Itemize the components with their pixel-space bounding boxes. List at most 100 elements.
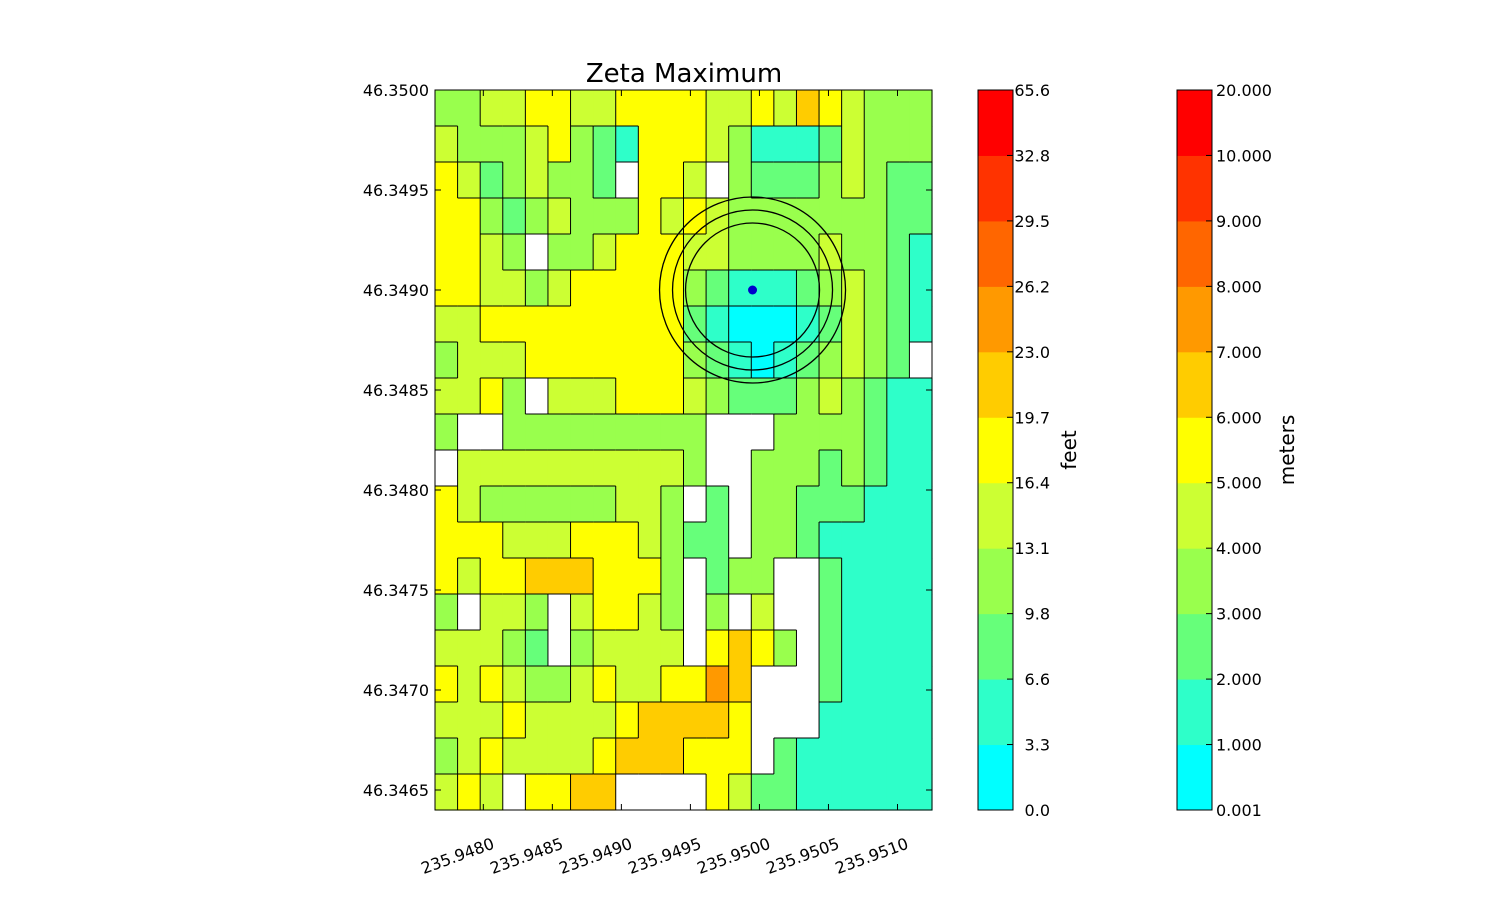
contour-cell: [728, 306, 752, 343]
contour-cell: [435, 558, 459, 595]
contour-cell: [547, 198, 572, 235]
colorbar-tick-label: 3.3: [1025, 736, 1050, 755]
contour-cell: [525, 306, 549, 343]
contour-cell: [638, 126, 662, 163]
contour-cell: [457, 774, 481, 811]
contour-cell: [773, 630, 798, 667]
contour-cell: [480, 594, 504, 631]
contour-cell: [435, 198, 459, 235]
contour-cell: [796, 522, 820, 559]
contour-ring: [671, 209, 834, 371]
contour-cell: [525, 702, 549, 739]
contour-cell: [570, 378, 594, 415]
contour-cell: [751, 306, 775, 343]
contour-cell: [547, 666, 572, 703]
contour-cell: [751, 630, 775, 667]
contour-cell: [435, 126, 459, 163]
contour-cell: [683, 414, 707, 451]
contour-cell: [593, 234, 617, 271]
contour-cell: [570, 198, 594, 235]
contour-cell: [502, 234, 526, 271]
contour-cell: [660, 738, 685, 775]
contour-cell: [841, 162, 865, 199]
contour-cell: [435, 234, 459, 271]
contour-cell: [547, 414, 572, 451]
contour-cell: [638, 342, 662, 379]
contour-cell: [525, 234, 549, 271]
contour-cell: [751, 162, 775, 199]
contour-cell: [841, 738, 865, 775]
contour-cell: [819, 306, 843, 343]
contour-cell: [909, 342, 933, 379]
contour-cell: [683, 270, 707, 307]
contour-cell: [909, 414, 933, 451]
contour-cell: [480, 306, 504, 343]
contour-cell: [683, 342, 707, 379]
contour-cell: [728, 522, 752, 559]
contour-cell: [570, 630, 594, 667]
contour-cell: [525, 450, 549, 487]
contour-cell: [683, 666, 707, 703]
contour-cell: [502, 450, 526, 487]
colorbar-swatch: [978, 220, 1013, 287]
contour-cell: [796, 342, 820, 379]
contour-cell: [547, 342, 572, 379]
colorbar-tick-label: 9.000: [1216, 212, 1262, 231]
contour-cell: [502, 90, 526, 127]
colorbar-tick-label: 1.000: [1216, 736, 1262, 755]
contour-cell: [683, 90, 707, 127]
y-tick-label: 46.3475: [363, 581, 429, 600]
contour-cell: [864, 126, 888, 163]
contour-cell: [525, 666, 549, 703]
contour-cell: [570, 486, 594, 523]
contour-cell: [728, 594, 752, 631]
colorbar-swatch: [1177, 679, 1212, 746]
contour-cell: [615, 342, 639, 379]
contour-cell: [886, 162, 911, 199]
contour-cell: [547, 630, 572, 667]
contour-cell: [615, 198, 639, 235]
contour-cell: [728, 450, 752, 487]
contour-cell: [435, 486, 459, 523]
contour-cell: [728, 126, 752, 163]
contour-cell: [502, 126, 526, 163]
contour-cell: [660, 162, 685, 199]
colorbar-frame: [977, 89, 1014, 811]
contour-cell: [909, 594, 933, 631]
colorbar-tick-label: 5.000: [1216, 474, 1262, 493]
contour-cell: [706, 702, 730, 739]
colorbar-swatch: [978, 613, 1013, 680]
contour-cell: [547, 702, 572, 739]
colorbar-swatch: [1177, 220, 1212, 287]
contour-cell: [909, 630, 933, 667]
contour-cell: [547, 162, 572, 199]
contour-cell: [751, 558, 775, 595]
colorbar-swatch: [978, 90, 1013, 156]
contour-cell: [638, 702, 662, 739]
contour-cell: [864, 234, 888, 271]
x-tick-label: 235.9485: [487, 834, 565, 878]
contour-cell: [886, 270, 911, 307]
contour-cell: [841, 414, 865, 451]
contour-cell: [796, 162, 820, 199]
contour-cell: [683, 594, 707, 631]
contour-cell: [457, 306, 481, 343]
y-tick-label: 46.3465: [363, 781, 429, 800]
contour-cell: [728, 630, 752, 667]
contour-cell: [773, 558, 798, 595]
contour-cell: [886, 90, 911, 127]
contour-cell: [638, 738, 662, 775]
colorbar-tick-label: 0.001: [1216, 801, 1262, 820]
chart-title: Zeta Maximum: [586, 59, 782, 89]
contour-cell: [773, 702, 798, 739]
contour-cell: [728, 342, 752, 379]
contour-cell: [909, 306, 933, 343]
contour-cell: [886, 594, 911, 631]
contour-cell: [796, 378, 820, 415]
contour-cell: [706, 630, 730, 667]
contour-cell: [728, 414, 752, 451]
y-tick-label: 46.3490: [363, 281, 429, 300]
contour-cell: [457, 342, 481, 379]
contour-cell: [909, 738, 933, 775]
